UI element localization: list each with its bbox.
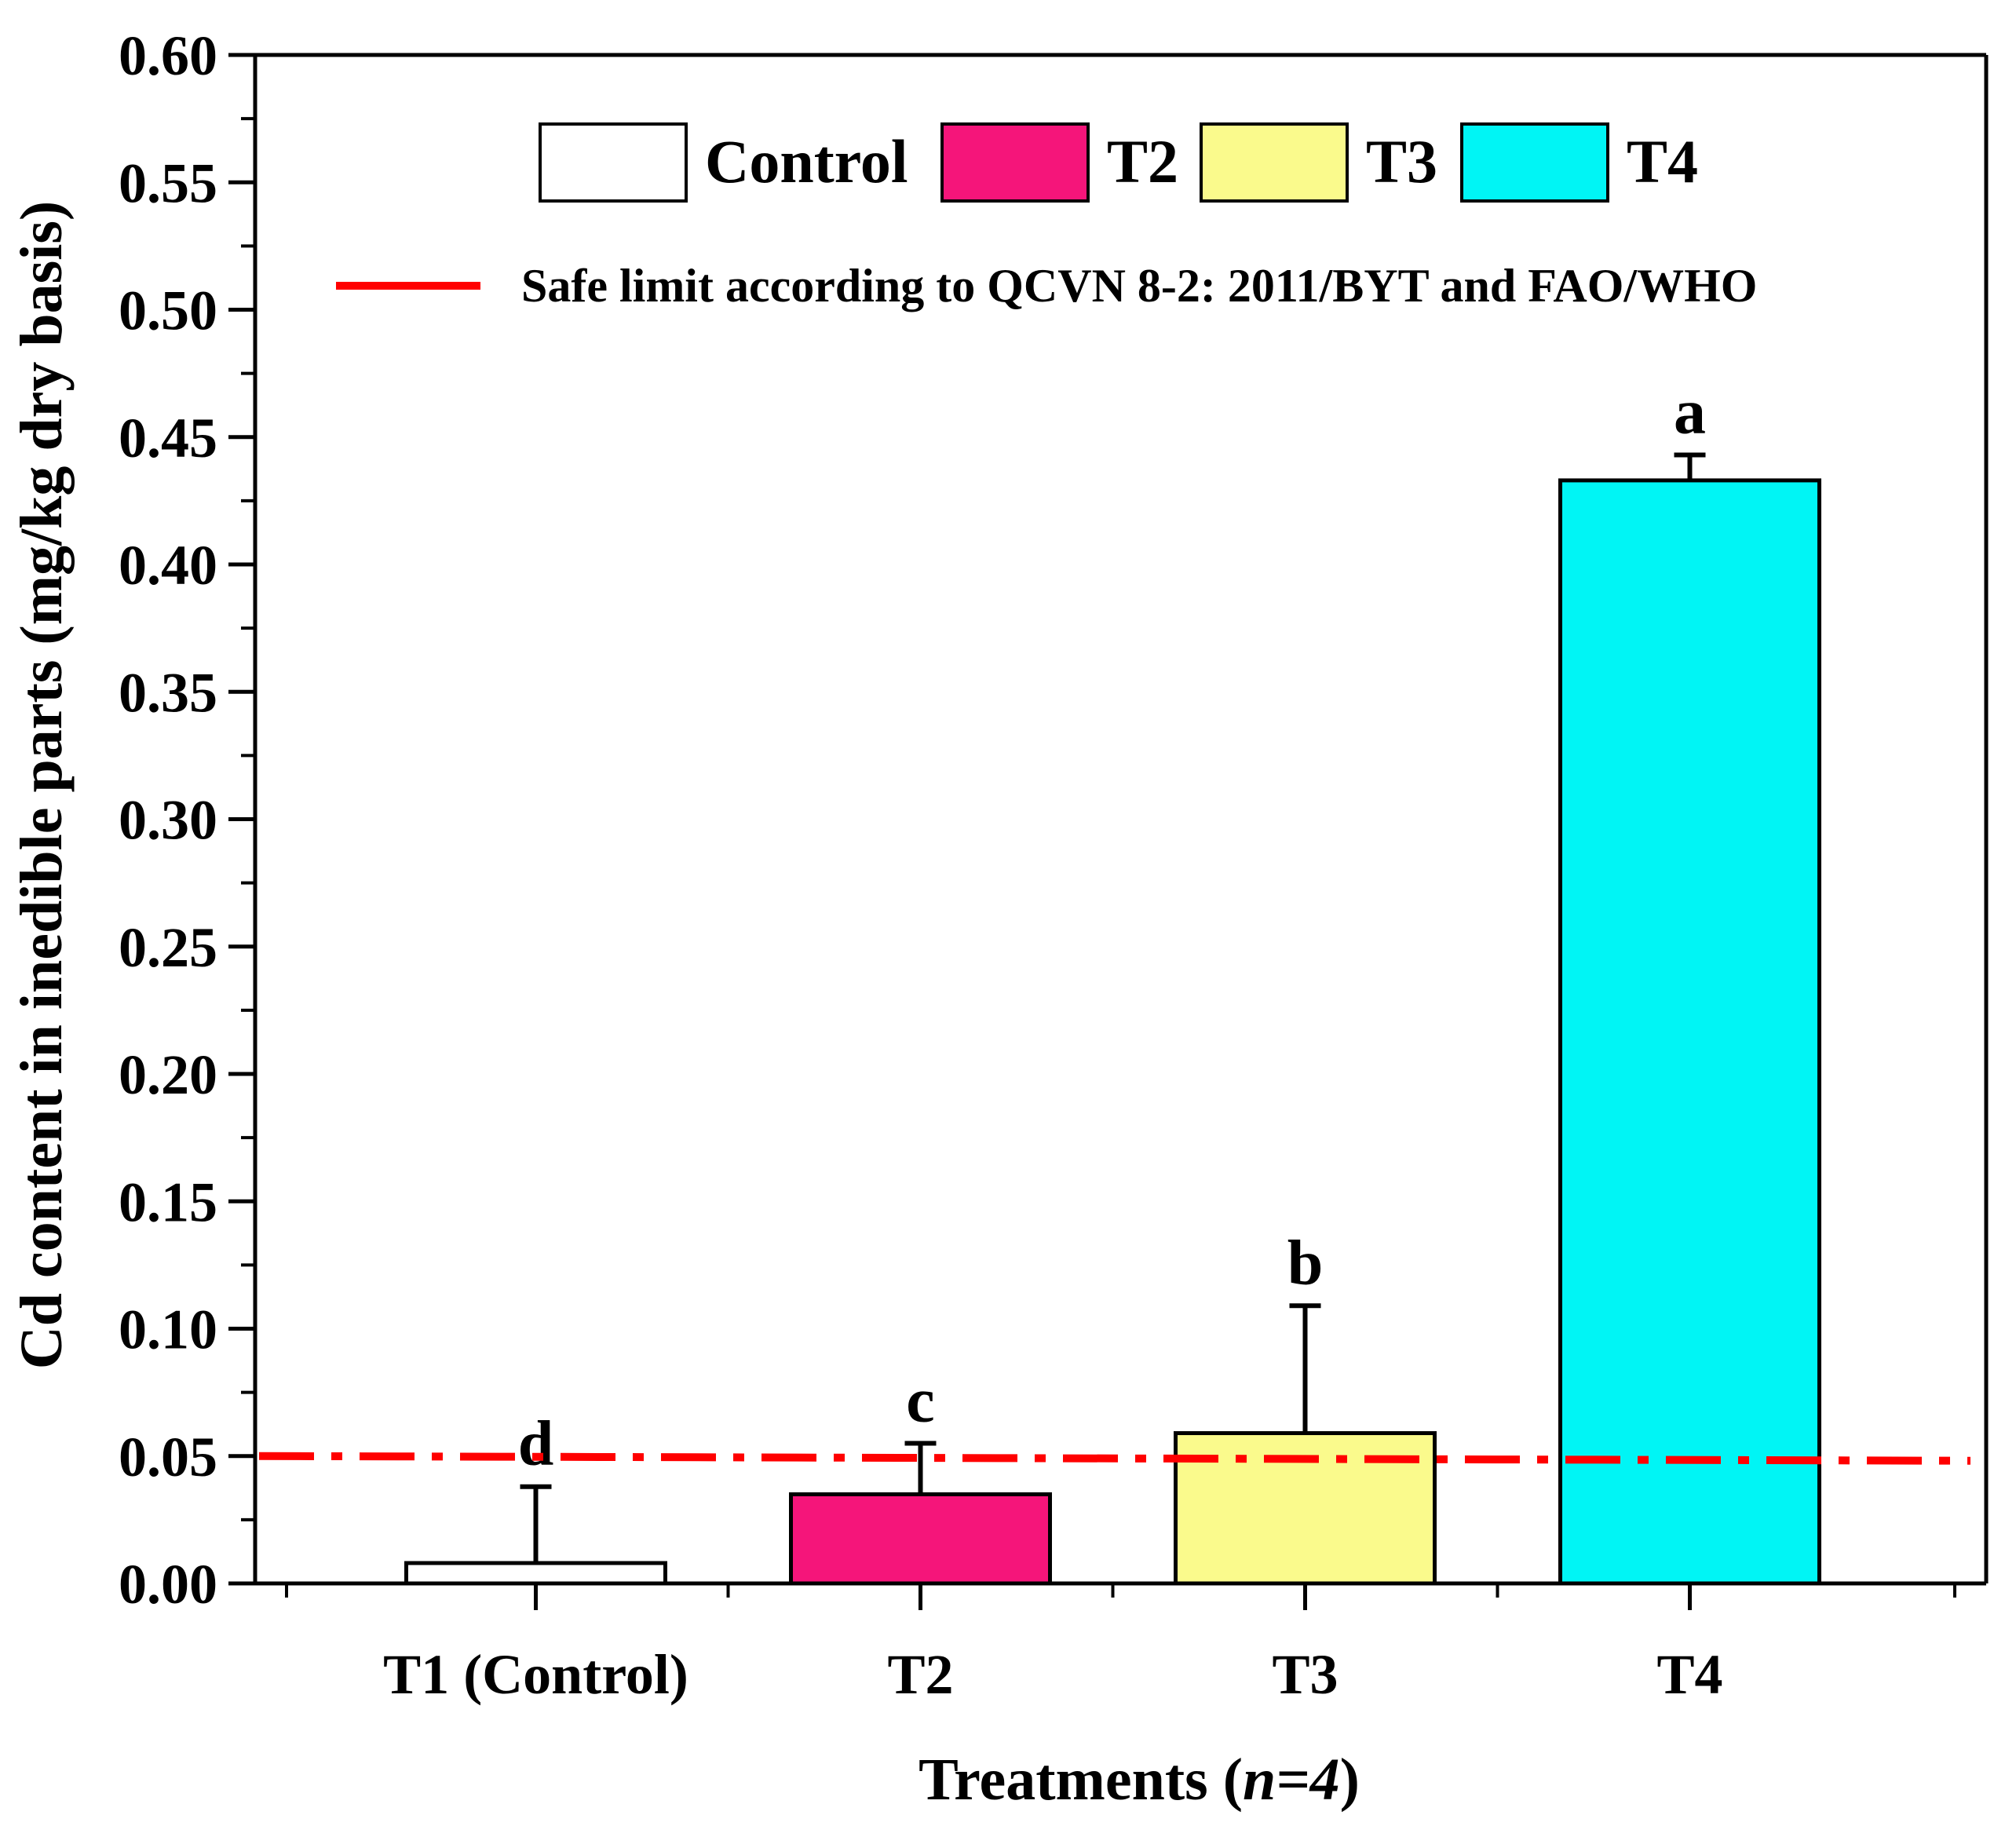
y-tick-label: 0.15 [119, 1170, 217, 1233]
legend-label-t4: T4 [1627, 127, 1698, 195]
x-axis-title-suffix: ) [1340, 1747, 1360, 1813]
y-tick-label: 0.20 [119, 1043, 217, 1106]
y-tick-label: 0.00 [119, 1553, 217, 1616]
y-tick-label: 0.05 [119, 1426, 217, 1488]
y-tick-label: 0.10 [119, 1298, 217, 1361]
bar-2 [789, 1492, 1052, 1586]
x-axis-title: Treatments (n=4) [919, 1747, 1360, 1813]
legend-swatch-control [539, 122, 688, 203]
axes: 0.00 0.05 0.10 0.15 0.20 0.25 0.30 0.35 0.40 0.45… [119, 24, 1989, 1706]
significance-letter-3: b [1287, 1226, 1324, 1298]
y-tick-label: 0.60 [119, 24, 217, 87]
y-tick-label: 0.30 [119, 789, 217, 852]
x-tick-label: T2 [887, 1643, 953, 1706]
safe-limit-line [258, 1452, 1971, 1465]
y-tick-label: 0.50 [119, 279, 217, 342]
y-axis-title: Cd content in inedible parts (mg/kg dry … [9, 201, 75, 1370]
x-axis-title-prefix: Treatments ( [919, 1747, 1243, 1813]
legend-swatch-t2 [940, 122, 1090, 203]
legend-safe-limit-label: Safe limit according to QCVN 8-2: 2011/B… [521, 260, 1757, 312]
y-tick-label: 0.40 [119, 534, 217, 597]
significance-letter-4: a [1674, 375, 1706, 447]
x-tick-label: T3 [1272, 1643, 1338, 1706]
legend-swatch-t4 [1460, 122, 1609, 203]
legend-label-control: Control [705, 127, 908, 195]
plot-area: d c b a [258, 375, 1971, 1586]
significance-letter-2: c [906, 1364, 934, 1436]
y-tick-label: 0.35 [119, 661, 217, 724]
significance-letter-1: d [518, 1408, 554, 1479]
legend: Control T2 T3 T4 Safe limit according to… [336, 122, 1757, 312]
legend-swatch-t3 [1200, 122, 1349, 203]
y-tick-label: 0.25 [119, 916, 217, 979]
legend-label-t2: T2 [1107, 127, 1178, 195]
y-tick-label: 0.45 [119, 407, 217, 469]
x-axis-title-italic: n=4 [1243, 1747, 1340, 1813]
legend-label-t3: T3 [1366, 127, 1437, 195]
y-tick-label: 0.55 [119, 152, 217, 214]
x-tick-label: T1 (Control) [383, 1643, 688, 1706]
bar-4 [1558, 478, 1821, 1586]
bar-1 [404, 1561, 667, 1586]
x-tick-label: T4 [1656, 1643, 1722, 1706]
